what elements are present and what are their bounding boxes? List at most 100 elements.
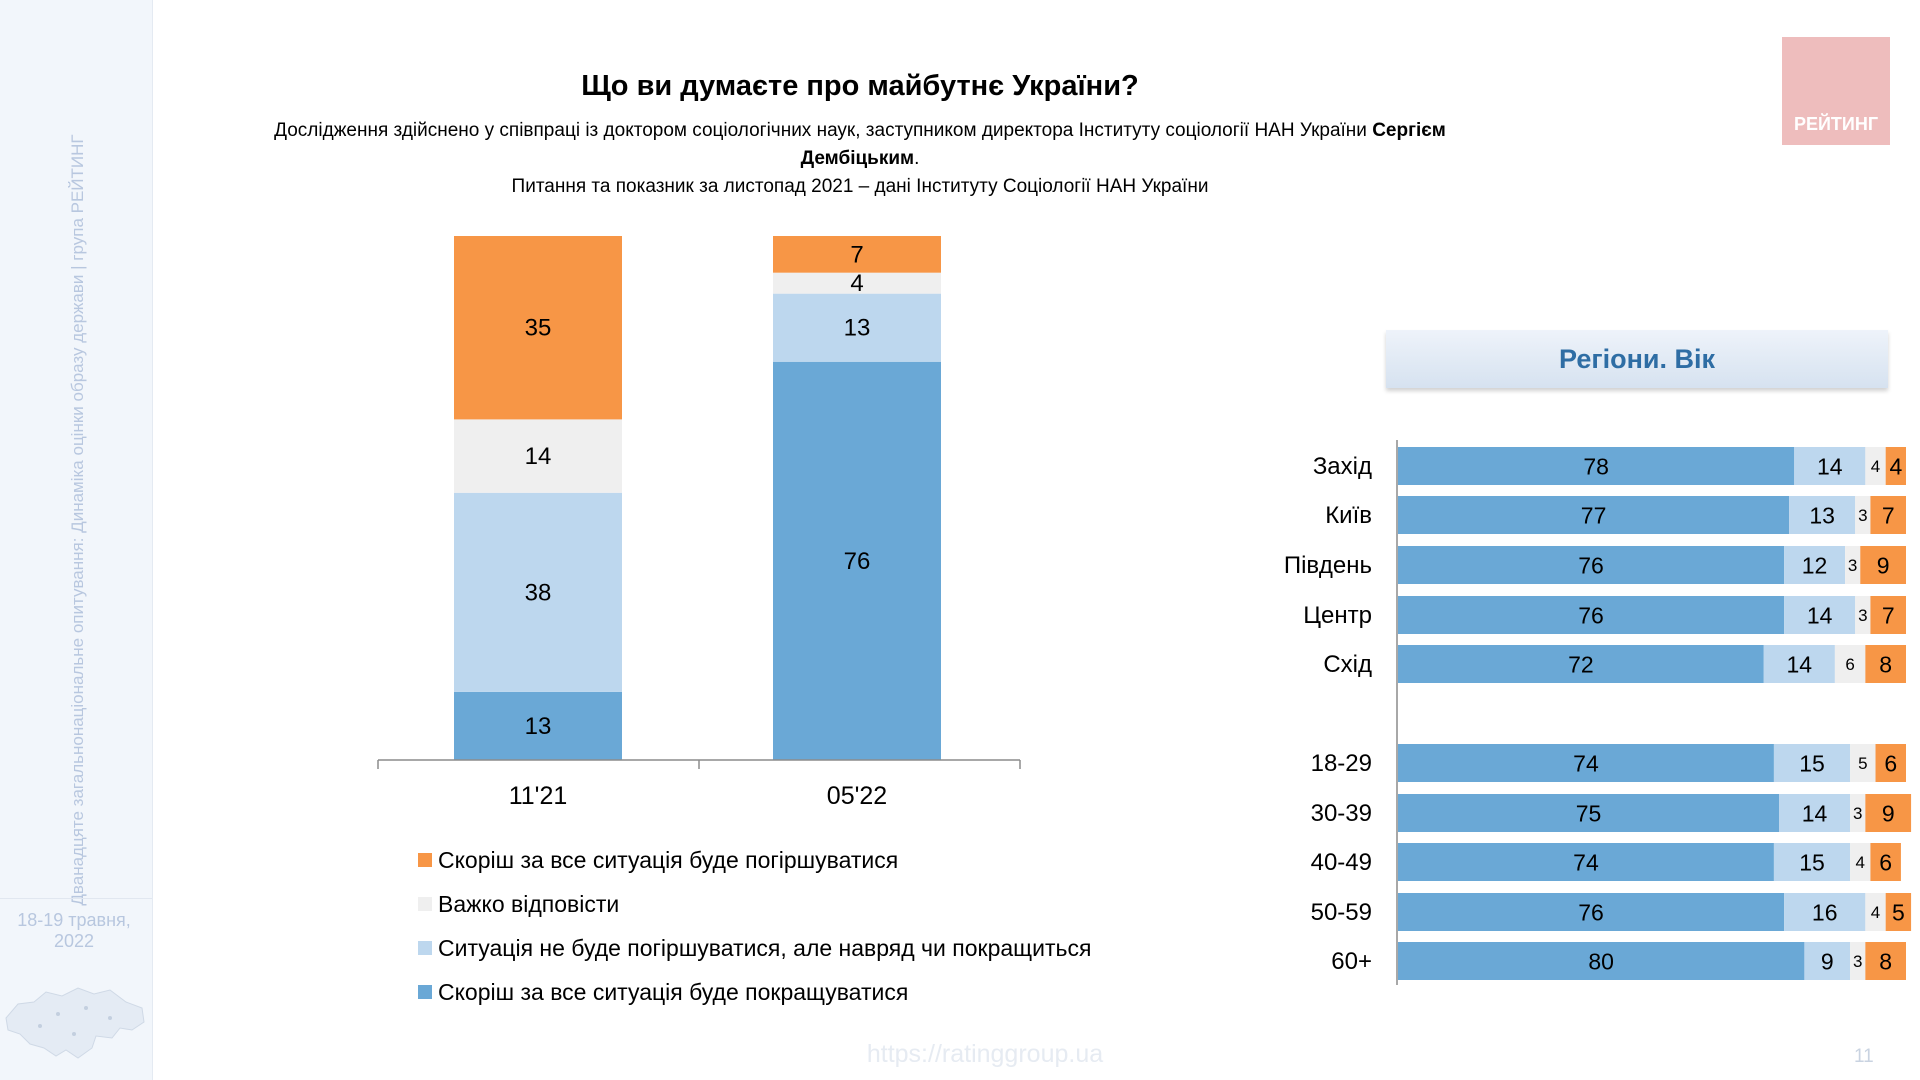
hbar-segment-same [1773,744,1851,782]
legend-label-same: Ситуація не буде погіршуватися, але навр… [438,934,1092,961]
hbar-value-label: 8 [1879,651,1892,677]
hbar-segment-worse [1885,447,1906,485]
hbar-value-label: 5 [1892,899,1905,925]
hbar-segment-same [1804,942,1851,980]
hbar-value-label: 12 [1802,552,1828,578]
hbar-value-label: 16 [1812,899,1838,925]
hbar-segment-hard [1834,645,1866,683]
hbar-segment-same [1794,447,1866,485]
sidebar-date: 18-19 травня, 2022 [0,910,148,952]
hbar-value-label: 4 [1889,453,1902,479]
hbar-segment-hard [1850,794,1866,832]
hbar-value-label: 3 [1858,506,1867,525]
bar-segment-better [773,361,941,760]
sidebar: Дванадцяте загальнонаціональне опитуванн… [0,0,153,1080]
chart-legend: Скоріш за все ситуація буде погіршуватис… [418,838,1091,1014]
legend-label-worse: Скоріш за все ситуація буде погіршуватис… [438,846,899,873]
bar-value-label: 76 [844,548,871,575]
hbar-value-label: 3 [1853,804,1862,823]
hbar-value-label: 15 [1799,849,1825,875]
hbar-value-label: 72 [1568,651,1594,677]
hbar-segment-better [1398,794,1779,832]
page-title: Що ви думаєте про майбутнє України? [581,70,1139,102]
hbar-value-label: 9 [1877,552,1890,578]
hbar-segment-hard [1855,596,1871,634]
hbar-value-label: 77 [1581,502,1607,528]
legend-item-same: Ситуація не буде погіршуватися, але навр… [418,926,1091,970]
row-category-label: Захід [1313,453,1372,480]
hbar-value-label: 3 [1853,952,1862,971]
subtitle-author-name: Сергієм Дембіцьким [800,120,1446,169]
hbar-segment-hard [1850,942,1866,980]
row-category-label: Центр [1303,602,1372,629]
bar-value-label: 35 [525,315,552,342]
legend-swatch-better [418,985,432,999]
hbar-value-label: 76 [1578,552,1604,578]
hbar-value-label: 74 [1573,849,1599,875]
hbar-value-label: 15 [1799,750,1825,776]
legend-item-better: Скоріш за все ситуація буде покращуватис… [418,970,1091,1014]
hbar-segment-hard [1850,843,1871,881]
hbar-value-label: 7 [1882,602,1895,628]
hbar-value-label: 4 [1856,853,1865,872]
page-number: 11 [1854,1046,1874,1067]
legend-swatch-hard [418,897,432,911]
hbar-segment-better [1398,645,1764,683]
legend-label-better: Скоріш за все ситуація буде покращуватис… [438,978,909,1005]
row-category-label: 30-39 [1311,800,1372,827]
hbar-segment-better [1398,596,1785,634]
hbar-segment-same [1779,794,1851,832]
bar-value-label: 14 [525,443,552,470]
bar-segment-same [454,492,622,692]
bar-segment-hard [454,419,622,493]
hbar-segment-better [1398,942,1805,980]
sidebar-date-line1: 18-19 травня, [17,910,131,930]
hbar-value-label: 76 [1578,602,1604,628]
bar-value-label: 4 [850,270,863,297]
hbar-segment-worse [1870,596,1906,634]
bar-value-label: 7 [850,241,863,268]
hbar-segment-same [1763,645,1835,683]
bar-value-label: 13 [844,315,871,342]
hbar-value-label: 14 [1817,453,1843,479]
regions-age-header: Регіони. Вік [1386,330,1888,388]
hbar-segment-hard [1865,893,1886,931]
hbar-value-label: 14 [1807,602,1833,628]
hbar-value-label: 80 [1588,948,1614,974]
hbar-segment-worse [1865,794,1912,832]
x-tick-label: 05'22 [827,782,887,810]
hbar-segment-worse [1865,942,1906,980]
hbar-value-label: 9 [1821,948,1834,974]
hbar-segment-hard [1865,447,1886,485]
subtitle-line-1: Дослідження здійснено у співпраці із док… [230,117,1490,173]
hbar-value-label: 7 [1882,502,1895,528]
hbar-value-label: 6 [1845,655,1854,674]
bar-segment-worse [773,236,941,273]
hbar-value-label: 5 [1858,754,1867,773]
row-category-label: 40-49 [1311,849,1372,876]
bar-value-label: 38 [525,579,552,606]
hbar-value-label: 6 [1884,750,1897,776]
hbar-segment-worse [1860,546,1906,584]
subtitle-line-2: Питання та показник за листопад 2021 – д… [511,176,1209,197]
hbar-segment-hard [1850,744,1876,782]
row-category-label: Південь [1284,552,1372,579]
hbar-segment-better [1398,447,1795,485]
hbar-value-label: 8 [1879,948,1892,974]
hbar-segment-same [1789,496,1856,534]
row-category-label: Схід [1323,651,1372,678]
row-category-label: Київ [1325,502,1372,529]
hbar-value-label: 75 [1576,800,1602,826]
subtitle-line-1-suffix: . [914,148,920,169]
hbar-segment-same [1784,893,1866,931]
hbar-value-label: 3 [1848,556,1857,575]
bar-segment-better [454,691,622,760]
hbar-segment-hard [1845,546,1861,584]
bar-value-label: 13 [525,713,552,740]
hbar-segment-worse [1875,744,1906,782]
row-category-label: 50-59 [1311,899,1372,926]
legend-item-hard: Важко відповісти [418,882,1091,926]
footer-url[interactable]: https://ratinggroup.ua [866,1040,1104,1068]
rating-logo: РЕЙТИНГ [1782,37,1890,145]
